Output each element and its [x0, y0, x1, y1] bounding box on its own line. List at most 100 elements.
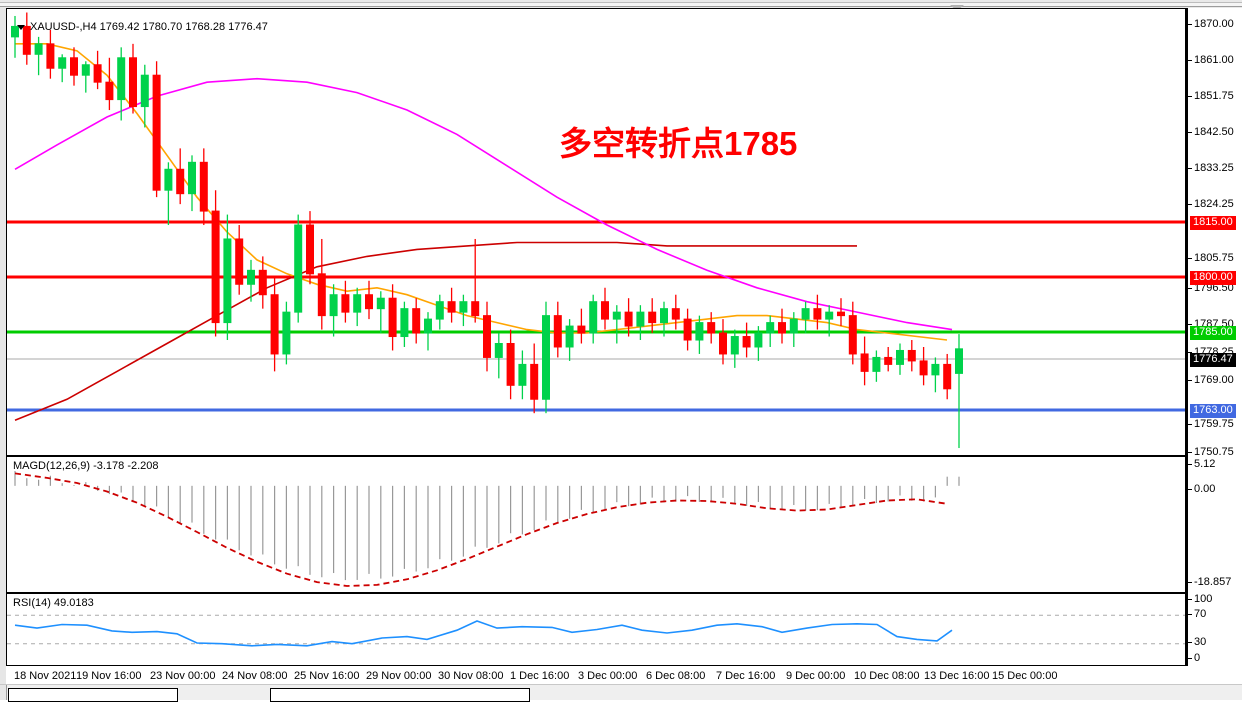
macd-axis-tick: 5.12 — [1188, 459, 1215, 470]
candle-body — [624, 311, 633, 327]
candle-body — [577, 325, 586, 334]
candle-body — [530, 363, 539, 400]
price-level-badge-1785[interactable]: 1785.00 — [1190, 326, 1236, 340]
last-price-badge[interactable]: 1776.47 — [1190, 353, 1236, 367]
tick-mark-icon — [1188, 452, 1192, 453]
candle-body — [294, 224, 303, 313]
candle-body — [801, 308, 810, 320]
rsi-plot-area[interactable] — [7, 594, 1185, 665]
candle-body — [223, 238, 232, 324]
price-axis-tick: 1861.00 — [1188, 55, 1234, 66]
tick-label: 1778.25 — [1194, 346, 1234, 358]
macd-plot-area[interactable] — [7, 457, 1185, 592]
tick-mark-icon — [1188, 60, 1192, 61]
price-level-badge-1763[interactable]: 1763.00 — [1190, 404, 1236, 418]
macd-axis-tick: -18.857 — [1188, 577, 1231, 588]
candle-body — [813, 308, 822, 320]
chart-title-text: XAUUSD-,H4 1769.42 1780.70 1768.28 1776.… — [30, 21, 268, 33]
tick-mark-icon — [1188, 258, 1192, 259]
rsi-axis-tick: 30 — [1188, 637, 1206, 648]
tick-label: 1861.00 — [1194, 54, 1234, 66]
tick-label: 1759.75 — [1194, 418, 1234, 430]
time-axis-label: 24 Nov 08:00 — [222, 670, 288, 682]
taskbar-item-2[interactable] — [270, 688, 530, 702]
time-x-axis[interactable]: 18 Nov 2021 19 Nov 16:00 23 Nov 00:00 24 No… — [6, 666, 1242, 686]
candle-body — [70, 57, 78, 76]
candle-body — [258, 269, 267, 296]
price-level-badge-1815[interactable]: 1815.00 — [1190, 216, 1236, 230]
rsi-line — [14, 620, 953, 647]
tick-mark-icon — [1188, 288, 1192, 289]
candle-body — [565, 325, 574, 348]
candle-body — [388, 297, 397, 338]
candle-body — [494, 343, 503, 358]
candle-body — [648, 311, 657, 324]
candle-body — [872, 356, 881, 372]
candle-body — [117, 57, 126, 101]
candle-body — [247, 269, 255, 285]
candle-body — [317, 273, 326, 317]
candle-body — [341, 294, 350, 313]
macd-axis-tick: 0.00 — [1188, 484, 1215, 495]
candle-body — [199, 161, 208, 212]
time-axis-label: 13 Dec 16:00 — [924, 670, 990, 682]
candle-body — [848, 315, 857, 355]
candle-body — [270, 294, 279, 355]
candle-body — [955, 348, 963, 374]
tick-label: 1750.75 — [1194, 446, 1234, 458]
candle-body — [742, 336, 751, 348]
candle-body — [589, 301, 598, 334]
time-axis-label: 29 Nov 00:00 — [366, 670, 432, 682]
chart-annotation-text: 多空转折点1785 — [559, 125, 798, 162]
rsi-y-axis[interactable]: 100 70 30 0 — [1186, 593, 1242, 666]
candle-body — [152, 74, 161, 191]
time-axis-label: 25 Nov 16:00 — [294, 670, 360, 682]
tick-mark-icon — [1188, 352, 1192, 353]
candle-body — [789, 318, 798, 334]
candle-body — [837, 311, 845, 317]
tick-mark-icon — [1188, 96, 1192, 97]
tick-label: -18.857 — [1194, 576, 1232, 588]
time-axis-label: 6 Dec 08:00 — [646, 670, 706, 682]
candle-body — [683, 318, 692, 341]
candle-body — [860, 353, 869, 372]
macd-y-axis[interactable]: 5.12 0.00 -18.857 — [1186, 456, 1242, 593]
price-plot-area[interactable] — [7, 9, 1185, 455]
candle-body — [719, 332, 727, 355]
candle-body — [282, 311, 291, 355]
candle-body — [93, 64, 102, 83]
tick-mark-icon — [1188, 658, 1192, 659]
tick-label: 1833.25 — [1194, 162, 1234, 174]
ma-line — [14, 241, 857, 421]
candle-body — [140, 74, 149, 108]
price-chart-panel[interactable]: XAUUSD-,H4 1769.42 1780.70 1768.28 1776.… — [6, 8, 1186, 456]
candle-body — [459, 301, 468, 313]
taskbar-item-1[interactable] — [8, 688, 178, 702]
ma-line — [14, 77, 953, 331]
candle-body — [81, 64, 90, 76]
price-axis-tick: 1833.25 — [1188, 163, 1234, 174]
macd-panel[interactable]: MAGD(12,26,9) -3.178 -2.208 — [6, 456, 1186, 593]
candle-body — [164, 168, 173, 191]
rsi-panel[interactable]: RSI(14) 49.0183 — [6, 593, 1186, 666]
price-axis-tick: 1870.00 — [1188, 19, 1234, 30]
triangle-down-icon[interactable] — [17, 24, 25, 30]
price-axis-tick: 1824.25 — [1188, 199, 1234, 210]
candle-body — [766, 322, 775, 334]
time-axis-label: 7 Dec 16:00 — [716, 670, 776, 682]
candle-body — [695, 322, 704, 341]
candle-body — [542, 315, 550, 400]
price-level-badge-1800[interactable]: 1800.00 — [1190, 271, 1236, 285]
price-axis-tick: 1805.75 — [1188, 253, 1234, 264]
price-y-axis[interactable]: 1870.00 1861.00 1851.75 1842.50 1833.25 1824.… — [1186, 8, 1242, 458]
tick-mark-icon — [1188, 24, 1192, 25]
candle-body — [11, 25, 19, 38]
candle-body — [211, 210, 220, 324]
candle-body — [176, 168, 185, 195]
candle-body — [447, 301, 456, 313]
rsi-axis-tick: 100 — [1188, 594, 1212, 605]
tick-label: 1805.75 — [1194, 252, 1234, 264]
candle-body — [931, 363, 940, 376]
macd-signal-line — [14, 472, 948, 587]
